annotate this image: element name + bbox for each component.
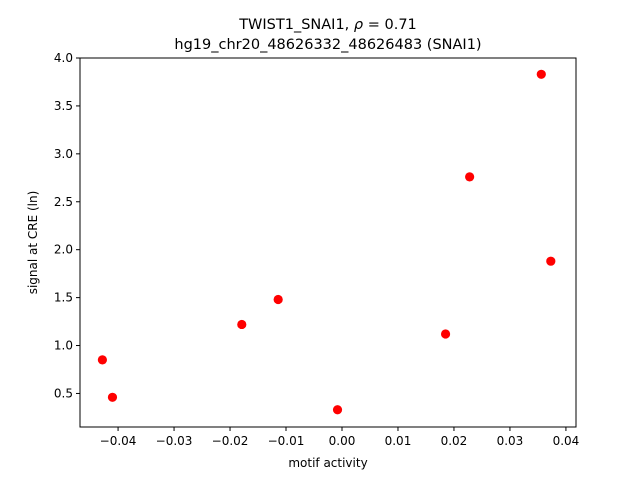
- x-tick-label: 0.02: [441, 434, 468, 448]
- data-point: [107, 392, 118, 402]
- plot-area: −0.04 −0.03 −0.02 −0.01 0.00 0.01 0.02 0.03 0.04…: [54, 51, 579, 448]
- y-tick-label: 3.5: [54, 99, 73, 113]
- x-tick-label: −0.01: [268, 434, 305, 448]
- x-tick-label: 0.00: [329, 434, 356, 448]
- x-tick-label: 0.01: [385, 434, 412, 448]
- x-axis-label: motif activity: [288, 456, 367, 470]
- data-point: [546, 256, 556, 266]
- y-tick-label: 1.0: [54, 339, 73, 353]
- data-point: [440, 329, 451, 339]
- data-point: [536, 69, 546, 79]
- x-tick-label: −0.02: [212, 434, 249, 448]
- y-tick-label: 4.0: [54, 51, 73, 65]
- plot-frame: [79, 57, 577, 428]
- data-point: [237, 319, 247, 330]
- x-tick-label: 0.04: [553, 434, 580, 448]
- y-tick-label: 2.0: [54, 243, 73, 257]
- x-tick-label: −0.03: [156, 434, 193, 448]
- y-tick-label: 3.0: [54, 147, 73, 161]
- y-axis-label: signal at CRE (ln): [26, 191, 40, 295]
- data-point: [97, 355, 107, 365]
- y-tick-label: 1.5: [54, 291, 73, 305]
- data-point: [332, 405, 343, 415]
- x-tick-label: −0.04: [100, 434, 137, 448]
- x-tick-label: 0.03: [497, 434, 524, 448]
- y-tick-label: 0.5: [54, 386, 73, 400]
- chart-title-line2: hg19_chr20_48626332_48626483 (SNAI1): [174, 37, 481, 53]
- chart-title-line1: TWIST1_SNAI1, ρ = 0.71: [238, 17, 417, 33]
- y-tick-label: 2.5: [54, 195, 73, 209]
- data-point: [465, 172, 475, 182]
- data-point: [273, 294, 283, 305]
